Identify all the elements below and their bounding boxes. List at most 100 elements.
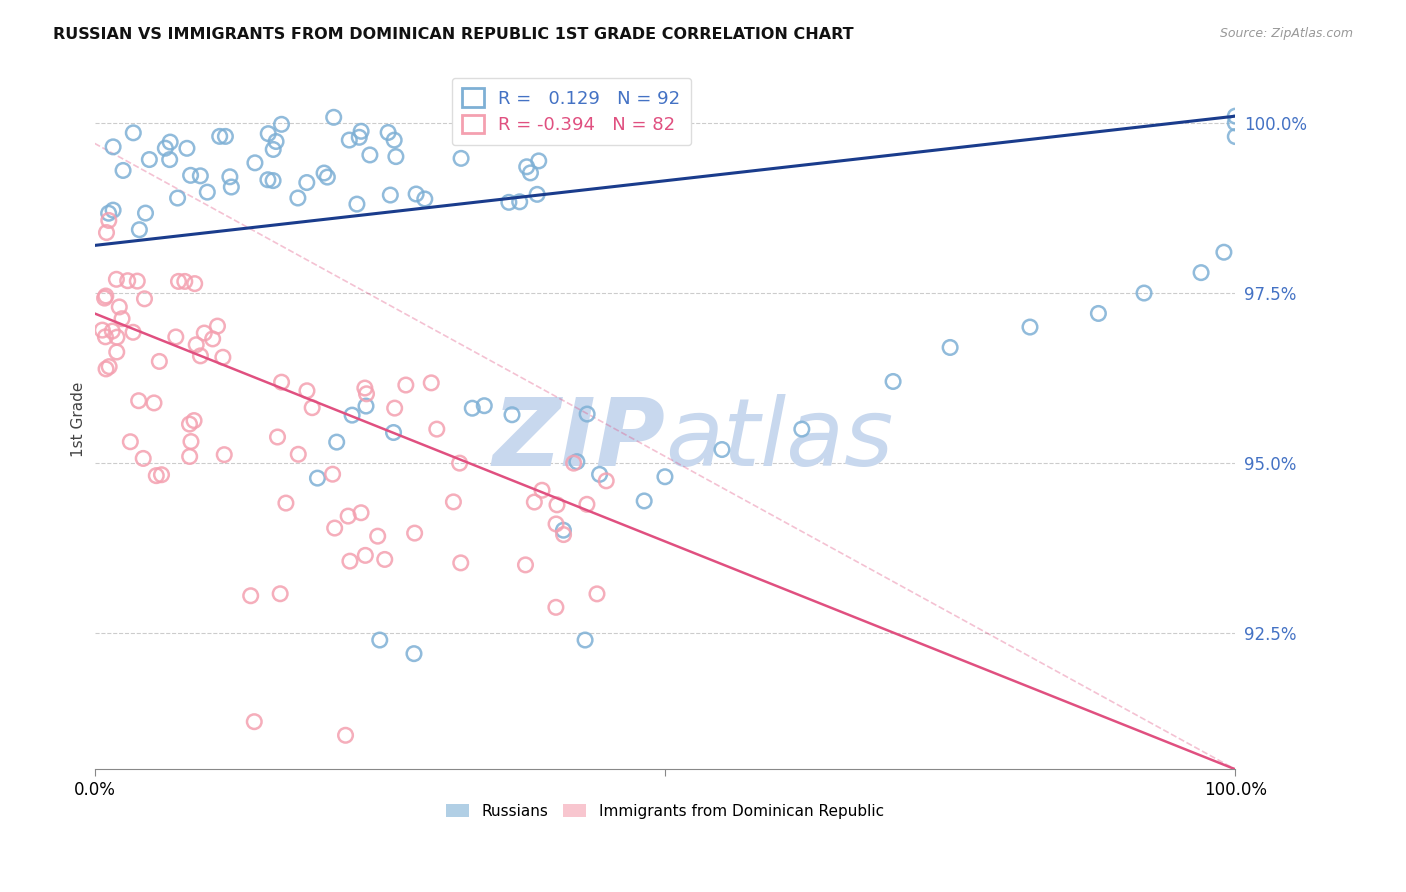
Point: [167, 274, 190, 288]
Point: [461, 401, 484, 416]
Point: [287, 191, 309, 205]
Point: [450, 556, 472, 570]
Point: [498, 195, 520, 210]
Point: [454, 129, 477, 144]
Point: [150, 467, 173, 482]
Point: [595, 474, 617, 488]
Point: [208, 129, 231, 144]
Point: [183, 277, 205, 291]
Point: [112, 163, 135, 178]
Point: [346, 197, 368, 211]
Point: [262, 173, 284, 187]
Point: [380, 188, 402, 202]
Point: [180, 169, 202, 183]
Point: [1087, 306, 1109, 320]
Point: [96, 226, 118, 240]
Point: [148, 354, 170, 368]
Point: [257, 127, 280, 141]
Point: [1133, 286, 1156, 301]
Point: [374, 552, 396, 566]
Point: [94, 362, 117, 376]
Point: [546, 498, 568, 512]
Point: [218, 169, 240, 184]
Point: [356, 386, 378, 401]
Point: [269, 587, 291, 601]
Point: [575, 497, 598, 511]
Point: [122, 126, 145, 140]
Point: [257, 173, 280, 187]
Point: [553, 523, 575, 537]
Point: [195, 185, 218, 199]
Point: [120, 434, 142, 449]
Y-axis label: 1st Grade: 1st Grade: [72, 381, 86, 457]
Point: [214, 129, 236, 144]
Point: [179, 450, 201, 464]
Point: [287, 447, 309, 461]
Point: [349, 130, 371, 145]
Point: [108, 300, 131, 314]
Point: [882, 375, 904, 389]
Point: [128, 393, 150, 408]
Point: [385, 150, 408, 164]
Point: [441, 495, 464, 509]
Point: [165, 330, 187, 344]
Point: [322, 467, 344, 482]
Point: [134, 292, 156, 306]
Point: [91, 323, 114, 337]
Point: [190, 349, 212, 363]
Point: [101, 203, 124, 218]
Point: [354, 549, 377, 563]
Point: [654, 469, 676, 483]
Point: [395, 378, 418, 392]
Point: [325, 435, 347, 450]
Point: [239, 589, 262, 603]
Point: [340, 408, 363, 422]
Point: [710, 442, 733, 457]
Point: [101, 140, 124, 154]
Point: [544, 516, 567, 531]
Point: [180, 434, 202, 449]
Point: [270, 117, 292, 131]
Point: [307, 471, 329, 485]
Point: [367, 529, 389, 543]
Point: [159, 135, 181, 149]
Point: [531, 483, 554, 498]
Point: [574, 633, 596, 648]
Point: [354, 399, 377, 413]
Point: [359, 148, 381, 162]
Point: [523, 495, 546, 509]
Point: [576, 407, 599, 421]
Point: [413, 192, 436, 206]
Point: [94, 330, 117, 344]
Point: [166, 191, 188, 205]
Text: Source: ZipAtlas.com: Source: ZipAtlas.com: [1219, 27, 1353, 40]
Point: [939, 341, 962, 355]
Point: [463, 121, 485, 136]
Point: [350, 124, 373, 138]
Point: [105, 272, 128, 286]
Point: [243, 714, 266, 729]
Point: [207, 319, 229, 334]
Point: [155, 141, 177, 155]
Point: [404, 526, 426, 541]
Point: [128, 223, 150, 237]
Point: [93, 291, 115, 305]
Point: [377, 126, 399, 140]
Point: [145, 468, 167, 483]
Point: [316, 170, 339, 185]
Point: [221, 180, 243, 194]
Point: [384, 401, 406, 416]
Point: [262, 143, 284, 157]
Point: [117, 274, 139, 288]
Point: [368, 633, 391, 648]
Point: [122, 326, 145, 340]
Point: [105, 330, 128, 344]
Point: [111, 311, 134, 326]
Point: [322, 111, 344, 125]
Point: [94, 289, 117, 303]
Point: [1212, 245, 1234, 260]
Point: [515, 558, 537, 572]
Point: [588, 467, 610, 482]
Legend: Russians, Immigrants from Dominican Republic: Russians, Immigrants from Dominican Repu…: [440, 797, 890, 825]
Point: [790, 422, 813, 436]
